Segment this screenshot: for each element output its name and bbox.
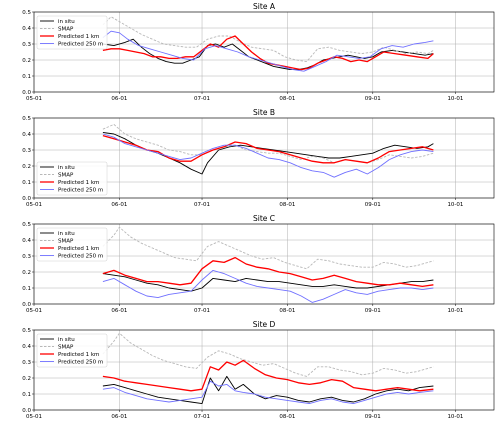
- plot-frame: [33, 329, 495, 411]
- x-tick-label: 08-01: [279, 96, 295, 102]
- y-tick-label: 0.4: [22, 344, 31, 350]
- y-tick-label: 0.2: [22, 376, 31, 382]
- y-tick-label: 0.2: [22, 58, 31, 64]
- x-tick-label: 08-01: [279, 202, 295, 208]
- y-tick-label: 0.3: [22, 148, 31, 154]
- legend-entry: Predicted 250 m: [58, 254, 103, 260]
- legend-entry: Predicted 250 m: [58, 188, 103, 194]
- y-tick-label: 0.0: [22, 302, 31, 308]
- legend-entry: SMAP: [58, 345, 74, 351]
- series-line: [102, 134, 434, 164]
- y-tick-label: 0.3: [22, 42, 31, 48]
- x-tick-label: 07-01: [194, 202, 210, 208]
- legend-box: [36, 333, 108, 368]
- y-tick-label: 0.5: [22, 222, 31, 228]
- series-line: [102, 16, 434, 63]
- x-tick-label: 07-01: [194, 308, 210, 314]
- legend-entry: in situ: [58, 19, 75, 25]
- y-tick-label: 0.1: [22, 74, 31, 80]
- chart-title: Site D: [253, 320, 276, 329]
- y-tick-label: 0.1: [22, 180, 31, 186]
- y-tick-label: 0.1: [22, 286, 31, 292]
- x-tick-label: 09-01: [365, 308, 381, 314]
- series-line: [102, 123, 434, 164]
- legend-box: [36, 15, 108, 50]
- chart-title: Site B: [253, 108, 275, 117]
- series-line: [102, 375, 434, 405]
- x-tick-label: 09-01: [365, 414, 381, 420]
- x-tick-label: 05-01: [26, 308, 42, 314]
- y-tick-label: 0.5: [22, 10, 31, 16]
- series-line: [102, 30, 434, 72]
- x-tick-label: 10-01: [447, 96, 463, 102]
- series-line: [102, 273, 434, 292]
- legend-entry: SMAP: [58, 239, 74, 245]
- x-tick-label: 05-01: [26, 96, 42, 102]
- y-tick-label: 0.1: [22, 392, 31, 398]
- x-tick-label: 10-01: [447, 308, 463, 314]
- y-tick-label: 0.2: [22, 270, 31, 276]
- x-tick-label: 08-01: [279, 414, 295, 420]
- y-tick-label: 0.4: [22, 26, 31, 32]
- x-tick-label: 06-01: [111, 202, 127, 208]
- chart-panel: Site B 0.0 0.1 0.2 0.3 0.4 0.5 05-01 06-01 07-01 0…: [22, 108, 495, 208]
- legend-entry: Predicted 250 m: [58, 360, 103, 366]
- y-tick-label: 0.0: [22, 90, 31, 96]
- y-tick-label: 0.0: [22, 408, 31, 414]
- x-tick-label: 07-01: [194, 414, 210, 420]
- y-tick-label: 0.2: [22, 164, 31, 170]
- x-tick-label: 06-01: [111, 414, 127, 420]
- legend-entry: Predicted 1 km: [58, 180, 99, 186]
- y-tick-label: 0.5: [22, 116, 31, 122]
- x-tick-label: 06-01: [111, 308, 127, 314]
- chart-title: Site A: [253, 2, 276, 11]
- series-line: [102, 332, 434, 377]
- x-tick-label: 08-01: [279, 308, 295, 314]
- y-tick-label: 0.0: [22, 196, 31, 202]
- plot-frame: [33, 223, 495, 305]
- x-tick-label: 09-01: [365, 202, 381, 208]
- legend-entry: in situ: [58, 337, 75, 343]
- legend-entry: SMAP: [58, 27, 74, 33]
- x-tick-label: 05-01: [26, 202, 42, 208]
- legend-entry: Predicted 250 m: [58, 42, 103, 48]
- legend-entry: in situ: [58, 165, 75, 171]
- series-line: [102, 256, 434, 288]
- legend-entry: Predicted 1 km: [58, 246, 99, 252]
- chart-panel: Site A 0.0 0.1 0.2 0.3 0.4 0.5 05-01 06-01 07-01 0…: [22, 2, 495, 102]
- series-line: [102, 269, 434, 303]
- plot-frame: [33, 117, 495, 199]
- x-tick-label: 10-01: [447, 414, 463, 420]
- y-tick-label: 0.3: [22, 254, 31, 260]
- chart-panel: Site C 0.0 0.1 0.2 0.3 0.4 0.5 05-01 06-01 07-01 0…: [22, 214, 495, 314]
- x-tick-label: 09-01: [365, 96, 381, 102]
- series-line: [102, 226, 434, 270]
- series-line: [102, 38, 434, 71]
- legend-box: [36, 161, 108, 196]
- y-tick-label: 0.4: [22, 132, 31, 138]
- x-tick-label: 06-01: [111, 96, 127, 102]
- chart-panel: Site D 0.0 0.1 0.2 0.3 0.4 0.5 05-01 06-01 07-01 0…: [22, 320, 495, 420]
- y-tick-label: 0.4: [22, 238, 31, 244]
- series-line: [102, 380, 434, 405]
- chart-title: Site C: [253, 214, 275, 223]
- legend-entry: Predicted 1 km: [58, 34, 99, 40]
- legend-entry: in situ: [58, 231, 75, 237]
- y-tick-label: 0.5: [22, 328, 31, 334]
- x-tick-label: 05-01: [26, 414, 42, 420]
- legend-entry: Predicted 1 km: [58, 352, 99, 358]
- x-tick-label: 10-01: [447, 202, 463, 208]
- x-tick-label: 07-01: [194, 96, 210, 102]
- legend-box: [36, 227, 108, 262]
- legend-entry: SMAP: [58, 173, 74, 179]
- series-line: [102, 359, 434, 392]
- y-tick-label: 0.3: [22, 360, 31, 366]
- series-line: [102, 133, 434, 178]
- plot-frame: [33, 11, 495, 93]
